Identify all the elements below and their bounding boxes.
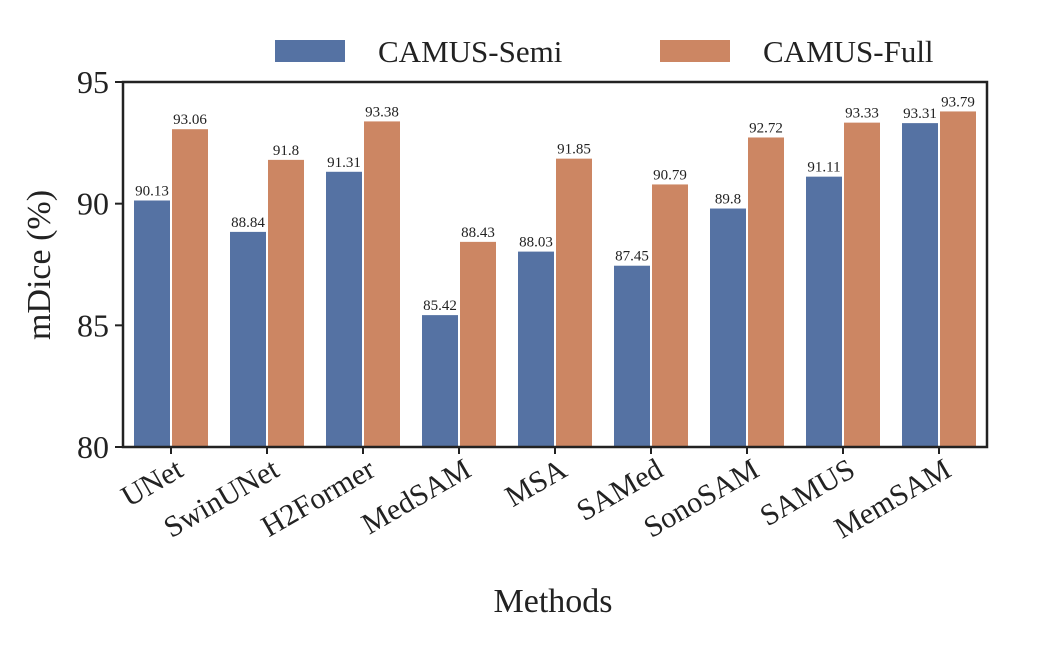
bar <box>518 251 554 447</box>
bar <box>134 200 170 447</box>
bar <box>710 208 746 447</box>
plot-frame <box>121 80 989 449</box>
y-tick-label: 95 <box>77 64 109 100</box>
bar <box>940 111 976 448</box>
data-label: 91.31 <box>327 155 361 171</box>
bar <box>364 121 400 448</box>
data-label: 93.33 <box>845 106 879 122</box>
bar <box>422 315 458 447</box>
data-label: 91.11 <box>807 160 840 176</box>
bars: 90.13 93.06 88.84 91.8 91.31 93.38 85.42 88.43 8… <box>134 94 976 448</box>
bar <box>844 122 880 448</box>
bar <box>230 231 266 447</box>
data-label: 88.43 <box>461 225 495 241</box>
legend-swatch <box>660 40 730 62</box>
bar <box>748 137 784 448</box>
data-label: 93.31 <box>903 106 937 122</box>
legend-label: CAMUS-Semi <box>378 34 563 69</box>
bar <box>326 171 362 448</box>
x-axis-label: Methods <box>494 583 613 620</box>
legend-swatch <box>275 40 345 62</box>
bar <box>172 129 208 447</box>
y-tick-label: 80 <box>77 429 109 465</box>
bar <box>614 265 650 447</box>
legend-label: CAMUS-Full <box>763 34 934 69</box>
data-label: 91.8 <box>273 143 299 159</box>
bar <box>806 176 842 447</box>
data-label: 93.38 <box>365 104 399 120</box>
y-tick-label: 85 <box>77 307 109 343</box>
data-label: 92.72 <box>749 120 783 136</box>
data-label: 90.13 <box>135 184 169 200</box>
legend: CAMUS-Semi CAMUS-Full <box>275 34 934 69</box>
y-tick-label: 90 <box>77 186 109 222</box>
bar <box>268 159 304 447</box>
data-label: 88.03 <box>519 235 553 251</box>
data-label: 93.79 <box>941 94 975 110</box>
bar <box>460 241 496 447</box>
data-label: 90.79 <box>653 167 687 183</box>
bar <box>902 123 938 447</box>
data-label: 85.42 <box>423 298 457 314</box>
x-tick-label: MSA <box>500 452 573 513</box>
bar <box>556 158 592 447</box>
bar <box>652 184 688 447</box>
data-label: 87.45 <box>615 249 649 265</box>
y-axis-label: mDice (%) <box>21 190 58 340</box>
data-label: 89.8 <box>715 192 741 208</box>
data-label: 88.84 <box>231 215 265 231</box>
x-tick-label: MedSAM <box>356 452 476 541</box>
data-label: 93.06 <box>173 112 207 128</box>
data-label: 91.85 <box>557 142 591 158</box>
